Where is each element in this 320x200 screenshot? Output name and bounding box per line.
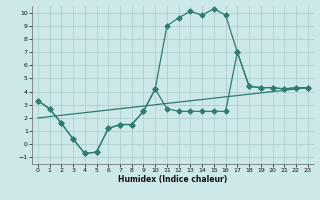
X-axis label: Humidex (Indice chaleur): Humidex (Indice chaleur) xyxy=(118,175,228,184)
